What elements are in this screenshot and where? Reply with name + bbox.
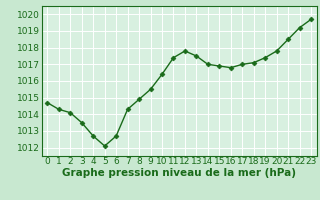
X-axis label: Graphe pression niveau de la mer (hPa): Graphe pression niveau de la mer (hPa) bbox=[62, 168, 296, 178]
